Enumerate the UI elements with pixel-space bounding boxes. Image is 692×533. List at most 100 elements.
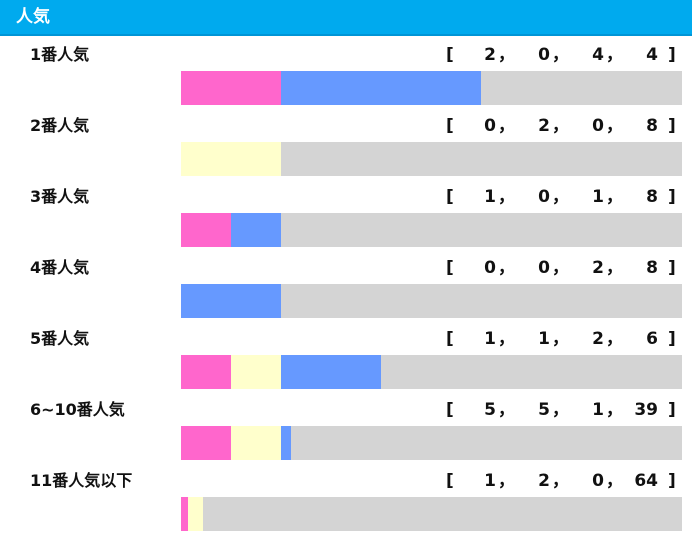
stat-row: 4番人気[0， 0， 2， 8] xyxy=(0,249,692,320)
result-bar xyxy=(180,497,682,531)
record-separator: ， xyxy=(606,471,623,491)
row-label: 2番人気 xyxy=(30,116,90,135)
record-value: 1 xyxy=(538,329,550,349)
record-value: 0 xyxy=(538,187,550,207)
record-separator: ， xyxy=(498,329,515,349)
record-separator: ， xyxy=(552,116,569,136)
result-bar xyxy=(180,142,682,176)
record-separator: ， xyxy=(498,471,515,491)
record-value: 5 xyxy=(538,400,550,420)
record-summary: [1， 2， 0， 64] xyxy=(446,471,678,491)
row-label: 11番人気以下 xyxy=(30,471,133,490)
row-label: 5番人気 xyxy=(30,329,90,348)
record-value: 0 xyxy=(484,258,496,278)
third-place-segment xyxy=(281,71,481,105)
record-open-bracket: [ xyxy=(446,329,454,349)
record-summary: [1， 1， 2， 6] xyxy=(446,329,678,349)
first-place-segment xyxy=(181,213,231,247)
record-value: 0 xyxy=(538,45,550,65)
row-label: 1番人気 xyxy=(30,45,90,64)
record-separator: ， xyxy=(552,400,569,420)
third-place-segment xyxy=(231,213,281,247)
record-value: 2 xyxy=(538,116,550,136)
first-place-segment xyxy=(181,71,281,105)
record-open-bracket: [ xyxy=(446,116,454,136)
record-separator: ， xyxy=(606,258,623,278)
record-value: 1 xyxy=(484,471,496,491)
stat-row: 5番人気[1， 1， 2， 6] xyxy=(0,320,692,391)
second-place-segment xyxy=(231,426,281,460)
first-place-segment xyxy=(181,497,188,531)
record-value: 2 xyxy=(538,471,550,491)
record-open-bracket: [ xyxy=(446,45,454,65)
record-separator: ， xyxy=(606,45,623,65)
row-label: 3番人気 xyxy=(30,187,90,206)
record-close-bracket: ] xyxy=(668,116,676,136)
record-open-bracket: [ xyxy=(446,471,454,491)
second-place-segment xyxy=(231,355,281,389)
record-separator: ， xyxy=(606,400,623,420)
section-title: 人気 xyxy=(16,7,50,27)
record-value: 8 xyxy=(646,258,658,278)
record-close-bracket: ] xyxy=(668,45,676,65)
record-value: 64 xyxy=(634,471,658,491)
record-close-bracket: ] xyxy=(668,329,676,349)
stat-row: 1番人気[2， 0， 4， 4] xyxy=(0,36,692,107)
stat-row: 6~10番人気 [5， 5， 1， 39] xyxy=(0,391,692,462)
record-separator: ， xyxy=(552,258,569,278)
record-open-bracket: [ xyxy=(446,400,454,420)
popularity-stats-list: 1番人気[2， 0， 4， 4] 2番人気[0， 2， 0， 8] 3番人気[1， 0， 1， 8] 4… xyxy=(0,36,692,533)
record-summary: [2， 0， 4， 4] xyxy=(446,45,678,65)
record-close-bracket: ] xyxy=(668,471,676,491)
section-header: 人気 xyxy=(0,0,692,36)
result-bar xyxy=(180,71,682,105)
record-value: 0 xyxy=(592,116,604,136)
record-value: 8 xyxy=(646,187,658,207)
record-value: 1 xyxy=(484,187,496,207)
record-separator: ， xyxy=(606,116,623,136)
record-separator: ， xyxy=(498,45,515,65)
record-value: 0 xyxy=(484,116,496,136)
second-place-segment xyxy=(181,142,281,176)
result-bar xyxy=(180,355,682,389)
record-close-bracket: ] xyxy=(668,187,676,207)
record-value: 1 xyxy=(592,187,604,207)
record-separator: ， xyxy=(606,187,623,207)
record-value: 0 xyxy=(538,258,550,278)
third-place-segment xyxy=(281,355,381,389)
record-separator: ， xyxy=(498,187,515,207)
record-summary: [5， 5， 1， 39] xyxy=(446,400,678,420)
record-value: 5 xyxy=(484,400,496,420)
third-place-segment xyxy=(281,426,291,460)
record-value: 1 xyxy=(484,329,496,349)
record-value: 0 xyxy=(592,471,604,491)
row-label: 6~10番人気 xyxy=(30,400,125,419)
record-separator: ， xyxy=(498,116,515,136)
stat-row: 2番人気 [0， 2， 0， 8] xyxy=(0,107,692,178)
record-value: 1 xyxy=(592,400,604,420)
record-value: 2 xyxy=(484,45,496,65)
record-value: 4 xyxy=(646,45,658,65)
record-separator: ， xyxy=(552,187,569,207)
second-place-segment xyxy=(188,497,203,531)
record-value: 2 xyxy=(592,258,604,278)
record-separator: ， xyxy=(552,329,569,349)
record-separator: ， xyxy=(552,471,569,491)
record-open-bracket: [ xyxy=(446,258,454,278)
first-place-segment xyxy=(181,355,231,389)
record-summary: [0， 2， 0， 8] xyxy=(446,116,678,136)
result-bar xyxy=(180,213,682,247)
third-place-segment xyxy=(181,284,281,318)
record-separator: ， xyxy=(552,45,569,65)
record-value: 6 xyxy=(646,329,658,349)
record-separator: ， xyxy=(498,400,515,420)
record-close-bracket: ] xyxy=(668,400,676,420)
stat-row: 3番人気[1， 0， 1， 8] xyxy=(0,178,692,249)
record-summary: [0， 0， 2， 8] xyxy=(446,258,678,278)
row-label: 4番人気 xyxy=(30,258,90,277)
first-place-segment xyxy=(181,426,231,460)
record-separator: ， xyxy=(606,329,623,349)
result-bar xyxy=(180,426,682,460)
record-close-bracket: ] xyxy=(668,258,676,278)
record-open-bracket: [ xyxy=(446,187,454,207)
